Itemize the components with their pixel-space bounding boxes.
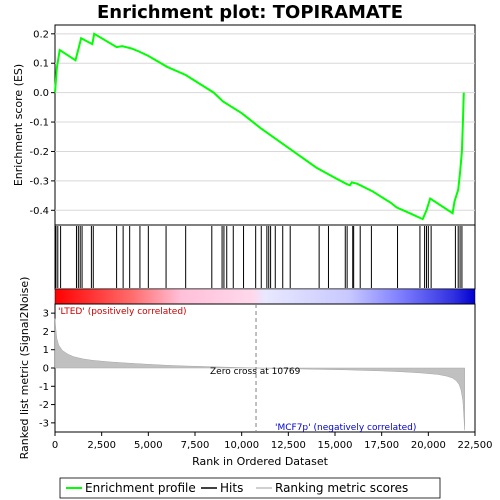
xtick-label: 7,500 (181, 440, 210, 451)
colorbar-strip (54, 288, 476, 305)
hits-panel (54, 224, 476, 290)
metric-xlabel: Rank in Ordered Dataset (192, 455, 329, 468)
metric-ytick-label: -2 (39, 400, 49, 411)
xtick-label: 0 (52, 440, 58, 451)
es-ytick-label: -0.2 (29, 147, 49, 158)
es-panel-frame (54, 24, 476, 226)
enrichment-profile-line (54, 32, 465, 221)
ranking-colorbar (54, 288, 476, 305)
chart-title: Enrichment plot: TOPIRAMATE (97, 2, 403, 23)
hits-panel-frame (54, 224, 476, 290)
xtick-label: 10,000 (224, 440, 259, 451)
metric-ytick-label: 2 (43, 327, 49, 338)
metric-ytick-label: -1 (39, 382, 49, 393)
es-ytick-label: -0.3 (29, 176, 49, 187)
legend-metric-label: Ranking metric scores (275, 481, 408, 495)
metric-ytick-label: 1 (43, 345, 49, 356)
metric-panel: 3 2 1 0 -1 -2 -3 'LTED' (positively correlated… (18, 277, 493, 468)
metric-ylabel: Ranked list metric (Signal2Noise) (18, 277, 31, 460)
es-ytick-label: -0.4 (29, 206, 49, 217)
es-ytick-label: 0.1 (33, 59, 49, 70)
metric-ytick-label: -3 (39, 418, 49, 429)
xtick-label: 12,500 (271, 440, 306, 451)
positive-correlation-label: 'LTED' (positively correlated) (58, 307, 187, 317)
xtick-label: 2,500 (87, 440, 116, 451)
ranking-metric-area (54, 318, 465, 431)
xtick-label: 15,000 (318, 440, 353, 451)
metric-yticks: 3 2 1 0 -1 -2 -3 (39, 309, 55, 429)
metric-ytick-label: 3 (43, 309, 49, 320)
legend-box (59, 477, 441, 499)
legend-enrichment-label: Enrichment profile (85, 481, 196, 495)
es-ylabel: Enrichment score (ES) (12, 64, 25, 186)
negative-correlation-label: 'MCF7p' (negatively correlated) (275, 423, 416, 433)
xtick-label: 5,000 (134, 440, 163, 451)
metric-xticks: 0 2,500 5,000 7,500 10,000 12,500 15,000 17,500… (52, 432, 493, 451)
es-ytick-label: -0.1 (29, 118, 49, 129)
es-panel: 0.2 0.1 0.0 -0.1 -0.2 -0.3 -0.4 Enrichment sco… (12, 24, 476, 226)
legend-hits-label: Hits (220, 481, 243, 495)
es-yticks: 0.2 0.1 0.0 -0.1 -0.2 -0.3 -0.4 (29, 29, 55, 217)
zero-cross-label: Zero cross at 10769 (210, 367, 301, 377)
xtick-label: 20,000 (411, 440, 446, 451)
hits-lines (55, 226, 463, 288)
es-ytick-label: 0.0 (33, 88, 49, 99)
metric-ytick-label: 0 (43, 364, 49, 375)
xtick-label: 22,500 (458, 440, 493, 451)
xtick-label: 17,500 (364, 440, 399, 451)
es-ytick-label: 0.2 (33, 29, 49, 40)
legend: Enrichment profile Hits Ranking metric s… (59, 477, 441, 499)
